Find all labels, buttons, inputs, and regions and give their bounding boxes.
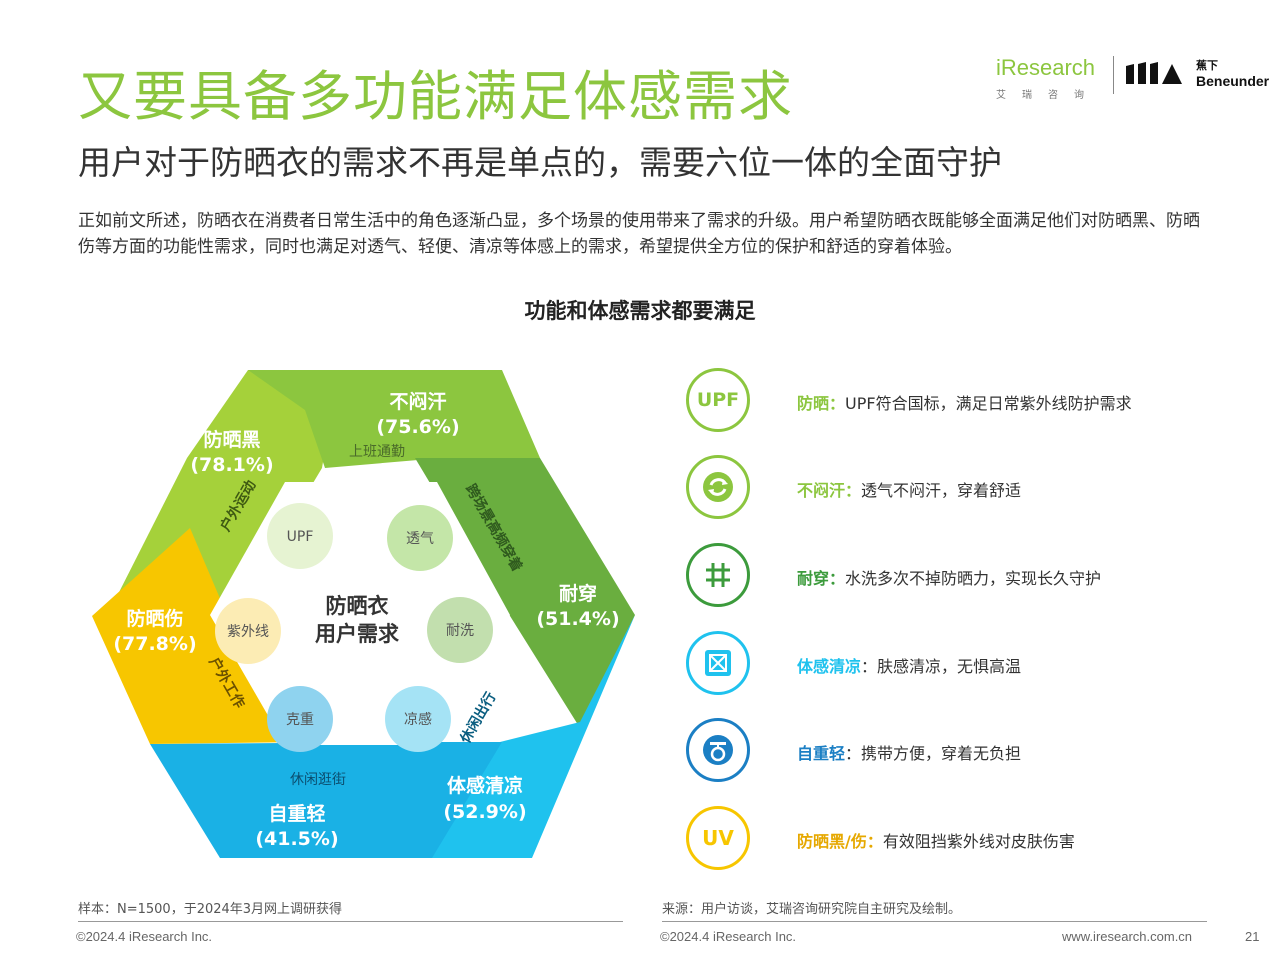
feature-key: 防晒： (797, 394, 846, 413)
feature-row-upf: UPF 防晒：UPF符合国标，满足日常紫外线防护需求 (686, 368, 1266, 440)
inner-circle-upf (267, 503, 333, 569)
footer-sample: 样本：N=1500，于2024年3月网上调研获得 (78, 902, 343, 917)
seg-value-naichuan: (51.4%) (536, 608, 619, 630)
inner-circle-kezhong (267, 686, 333, 752)
iresearch-logo-cn: 艾瑞咨询 (996, 90, 1100, 101)
footer-divider-left (78, 921, 623, 922)
beneunder-logo: Beneunder (1196, 73, 1270, 89)
scene-shangban: 上班通勤 (349, 444, 405, 460)
feature-desc: ：携带方便，穿着无负担 (845, 744, 1022, 763)
footer-divider-right (662, 921, 1207, 922)
beneunder-logo-mark (1126, 62, 1182, 84)
segment-bumenhan (248, 370, 540, 468)
seg-value-fangshaishang: (77.8%) (113, 633, 196, 655)
scale-icon (686, 718, 750, 782)
feature-key: 体感清凉 (797, 657, 862, 676)
feature-desc: 透气不闷汗，穿着舒适 (861, 481, 1022, 500)
svg-text:耐洗: 耐洗 (446, 623, 474, 639)
segment-naichuan (415, 458, 635, 728)
seg-label-fangshaihei: 防晒黑 (203, 428, 260, 451)
page-subtitle: 用户对于防晒衣的需求不再是单点的，需要六位一体的全面守护 (78, 143, 1002, 182)
inner-circle-naixi (427, 597, 493, 663)
beneunder-logo-cn: 蕉下 (1196, 59, 1218, 72)
inner-circle-ziwaixian (215, 598, 281, 664)
intro-paragraph: 正如前文所述，防晒衣在消费者日常生活中的角色逐渐凸显，多个场景的使用带来了需求的… (78, 211, 1200, 257)
feature-row-fangshaiheishang: UV 防晒黑/伤：有效阻挡紫外线对皮肤伤害 (686, 806, 1266, 878)
uv-icon: UV (686, 806, 750, 870)
seg-value-tiganqingliang: (52.9%) (443, 801, 526, 823)
inner-circle-lianggan (385, 686, 451, 752)
feature-row-zizhongqing: 自重轻：携带方便，穿着无负担 (686, 718, 1266, 790)
seg-label-bumenhan: 不闷汗 (389, 390, 446, 413)
center-title-2: 用户需求 (315, 622, 399, 646)
seg-value-fangshaihei: (78.1%) (190, 454, 273, 476)
grid-icon (686, 543, 750, 607)
feature-key: 防晒黑/伤： (797, 832, 883, 851)
seg-value-bumenhan: (75.6%) (376, 416, 459, 438)
svg-text:透气: 透气 (406, 531, 434, 547)
feature-desc: ：肤感清凉，无惧高温 (861, 657, 1022, 676)
feature-key: 自重轻 (797, 744, 846, 763)
feature-desc: 水洗多次不掉防晒力，实现长久守护 (845, 569, 1102, 588)
feature-key: 不闷汗： (797, 481, 862, 500)
footer-copyright-left: ©2024.4 iResearch Inc. (76, 929, 213, 944)
chart-title: 功能和体感需求都要满足 (524, 299, 756, 323)
inner-circle-touqi (387, 505, 453, 571)
svg-text:紫外线: 紫外线 (227, 624, 269, 640)
footer-source: 来源：用户访谈，艾瑞咨询研究院自主研究及绘制。 (662, 902, 962, 917)
seg-label-zizhongqing: 自重轻 (268, 802, 325, 825)
svg-text:UPF: UPF (287, 529, 314, 545)
seg-label-fangshaishang: 防晒伤 (126, 607, 183, 630)
seg-label-naichuan: 耐穿 (559, 582, 597, 605)
hexagon-diagram: 不闷汗 (75.6%) 耐穿 (51.4%) 体感清凉 (52.9%) 自重轻 … (92, 370, 635, 858)
feature-row-naichuan: 耐穿：水洗多次不掉防晒力，实现长久守护 (686, 543, 1266, 615)
footer-copyright-right: ©2024.4 iResearch Inc. (660, 929, 797, 944)
svg-text:凉感: 凉感 (404, 711, 432, 728)
segment-tiganqingliang (430, 615, 635, 858)
scene-xiuxianguangjie: 休闲逛街 (290, 772, 346, 788)
center-title-1: 防晒衣 (326, 594, 389, 618)
feature-key: 耐穿： (797, 569, 846, 588)
page-number: 21 (1245, 929, 1260, 944)
feature-desc: UPF符合国标，满足日常紫外线防护需求 (845, 394, 1132, 413)
iresearch-logo: iResearch (996, 55, 1096, 80)
cool-fabric-icon (686, 631, 750, 695)
upf-icon: UPF (686, 368, 750, 432)
feature-row-bumenhan: 不闷汗：透气不闷汗，穿着舒适 (686, 455, 1266, 527)
recycle-arrows-icon (686, 455, 750, 519)
page-title: 又要具备多功能满足体感需求 (78, 65, 793, 128)
seg-label-tiganqingliang: 体感清凉 (447, 774, 523, 797)
logo-divider (1113, 56, 1114, 94)
segment-zizhongqing (150, 742, 502, 858)
footer-website[interactable]: www.iresearch.com.cn (1062, 929, 1193, 944)
seg-value-zizhongqing: (41.5%) (255, 828, 338, 850)
svg-text:克重: 克重 (286, 712, 314, 728)
feature-desc: 有效阻挡紫外线对皮肤伤害 (882, 832, 1075, 851)
segment-fangshaishang (92, 528, 305, 744)
feature-row-tiganqingliang: 体感清凉：肤感清凉，无惧高温 (686, 631, 1266, 703)
